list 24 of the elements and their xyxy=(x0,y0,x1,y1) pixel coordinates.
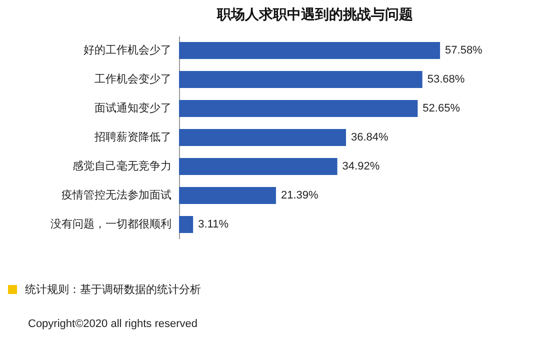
data-label: 36.84% xyxy=(351,132,389,144)
text: Copyright©2020 all rights reserved xyxy=(28,318,198,330)
data-label: 57.58% xyxy=(445,44,483,56)
chart-title: 职场人求职中遇到的挑战与问题 xyxy=(216,6,413,22)
y-tick-label: 好的工作机会少了 xyxy=(84,44,172,56)
bar xyxy=(179,42,440,59)
bar xyxy=(179,71,422,88)
y-tick-label: 疫情管控无法参加面试 xyxy=(62,188,172,202)
bar xyxy=(179,100,418,117)
bar xyxy=(179,158,338,175)
bar xyxy=(179,129,346,146)
y-tick-label: 工作机会变少了 xyxy=(94,72,172,86)
data-label: 21.39% xyxy=(280,190,318,202)
data-label: 34.92% xyxy=(342,160,380,172)
bar xyxy=(179,187,276,204)
y-tick-label: 没有问题，一切都很顺利 xyxy=(50,218,172,230)
data-label: 52.65% xyxy=(422,102,460,114)
data-label: 53.68% xyxy=(427,74,465,86)
text: 统计规则：基于调研数据的统计分析 xyxy=(24,282,201,297)
bar xyxy=(179,216,194,233)
y-tick-label: 感觉自己毫无竞争力 xyxy=(72,160,172,172)
data-label: 3.11% xyxy=(198,218,229,230)
y-tick-label: 面试通知变少了 xyxy=(94,102,172,114)
y-tick-label: 招聘薪资降低了 xyxy=(94,130,172,144)
